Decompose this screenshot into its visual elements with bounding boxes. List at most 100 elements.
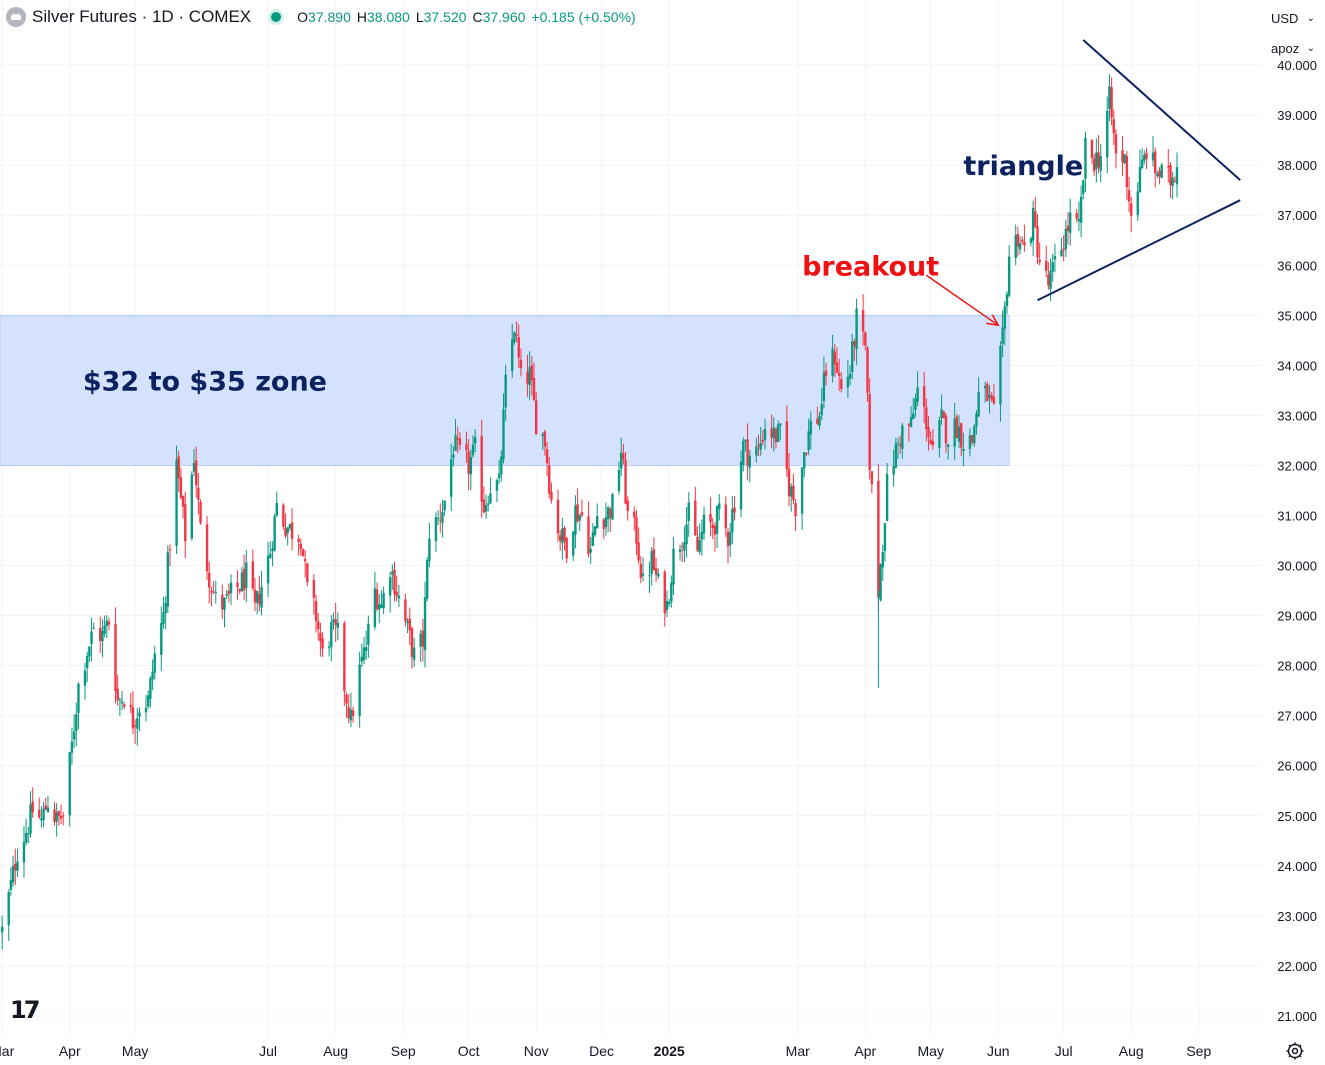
currency-dropdown[interactable]: USD ⌄ bbox=[1267, 6, 1319, 30]
candle-body bbox=[1160, 164, 1163, 178]
candle-body bbox=[885, 473, 889, 521]
candle-body bbox=[700, 531, 704, 540]
candlestick-series bbox=[0, 74, 1179, 950]
candle-body bbox=[301, 549, 305, 556]
candle-body bbox=[336, 622, 340, 628]
candle-body bbox=[153, 653, 156, 673]
candle-body bbox=[563, 527, 566, 542]
price-tick-label: 26.000 bbox=[1277, 759, 1317, 774]
candle-body bbox=[284, 528, 287, 537]
candle-body bbox=[1175, 167, 1179, 185]
candle-body bbox=[22, 841, 26, 863]
candle-body bbox=[162, 612, 165, 624]
candle-body bbox=[672, 548, 675, 585]
candle-body bbox=[611, 494, 614, 520]
candle-body bbox=[347, 707, 350, 719]
candle-body bbox=[596, 516, 599, 529]
time-axis[interactable]: Mar Apr May Jul Aug Sep Oct Nov Dec 2025 Mar Apr May… bbox=[0, 1043, 1211, 1059]
candle-body bbox=[321, 638, 324, 649]
candle-body bbox=[609, 508, 612, 518]
candle-body bbox=[901, 425, 904, 449]
candle-body bbox=[818, 416, 821, 426]
candle-body bbox=[792, 485, 795, 501]
candle-body bbox=[779, 423, 782, 426]
candle-body bbox=[29, 804, 32, 834]
candle-body bbox=[626, 500, 629, 511]
candle-body bbox=[133, 725, 137, 727]
candle-body bbox=[375, 589, 379, 610]
candle-body bbox=[983, 386, 987, 389]
candle-body bbox=[639, 564, 643, 578]
candle-body bbox=[759, 443, 762, 450]
breakout-arrow-head bbox=[986, 314, 1000, 327]
candle-body bbox=[1007, 256, 1011, 296]
price-tick-label: 35.000 bbox=[1277, 308, 1317, 323]
candle-body bbox=[946, 444, 950, 447]
candle-body bbox=[9, 880, 13, 890]
candle-body bbox=[114, 624, 117, 692]
candle-body bbox=[957, 426, 961, 442]
candle-body bbox=[500, 456, 503, 475]
candle-body bbox=[1167, 166, 1170, 168]
candle-body bbox=[665, 601, 669, 611]
unit-dropdown[interactable]: apoz ⌄ bbox=[1267, 36, 1319, 60]
candle-body bbox=[380, 604, 383, 608]
candle-body bbox=[358, 664, 361, 716]
tradingview-logo[interactable]: 17 bbox=[10, 996, 40, 1024]
candle-body bbox=[166, 552, 170, 607]
time-tick-label: Apr bbox=[854, 1043, 876, 1059]
candle-body bbox=[1036, 226, 1039, 258]
price-tick-label: 28.000 bbox=[1277, 659, 1317, 674]
candle-body bbox=[190, 474, 194, 539]
price-tick-label: 24.000 bbox=[1277, 859, 1317, 874]
price-tick-label: 32.000 bbox=[1277, 458, 1317, 473]
candle-body bbox=[591, 532, 595, 546]
high-value: 38.080 bbox=[367, 9, 410, 25]
time-tick-label: 2025 bbox=[654, 1043, 685, 1059]
candle-body bbox=[199, 501, 202, 524]
candle-body bbox=[210, 591, 213, 593]
candle-body bbox=[846, 376, 850, 388]
candle-body bbox=[702, 514, 706, 534]
candle-body bbox=[240, 572, 244, 592]
candle-body bbox=[57, 810, 61, 817]
price-tick-label: 21.000 bbox=[1277, 1009, 1317, 1024]
candle-body bbox=[868, 393, 871, 471]
ohlc-values: O37.890 H38.080 L37.520 C37.960 +0.185 (… bbox=[297, 9, 636, 25]
gear-icon[interactable] bbox=[1285, 1041, 1305, 1061]
symbol-title[interactable]: Silver Futures · 1D · COMEX bbox=[32, 7, 252, 26]
candle-body bbox=[118, 699, 122, 701]
candle-body bbox=[709, 514, 712, 523]
candle-body bbox=[572, 531, 575, 556]
candle-body bbox=[138, 712, 141, 717]
candle-body bbox=[436, 517, 440, 519]
candle-body bbox=[718, 503, 721, 510]
chart-header: Silver Futures · 1D · COMEX O37.890 H38.… bbox=[6, 6, 636, 28]
candle-body bbox=[916, 387, 919, 402]
price-tick-label: 38.000 bbox=[1277, 158, 1317, 173]
candle-body bbox=[426, 559, 429, 599]
candle-body bbox=[197, 487, 200, 500]
candle-body bbox=[473, 437, 477, 444]
candle-body bbox=[619, 452, 623, 469]
candle-body bbox=[787, 468, 791, 497]
candle-body bbox=[790, 486, 793, 497]
candle-body bbox=[194, 460, 198, 486]
candle-body bbox=[1108, 86, 1111, 109]
candle-body bbox=[1127, 190, 1131, 202]
breakout-label: breakout bbox=[802, 251, 939, 282]
price-tick-label: 22.000 bbox=[1277, 959, 1317, 974]
candle-body bbox=[526, 371, 529, 385]
candle-body bbox=[794, 503, 797, 517]
triangle-label: triangle bbox=[963, 151, 1083, 182]
candle-body bbox=[175, 459, 178, 546]
candle-body bbox=[208, 572, 211, 588]
candle-body bbox=[864, 332, 867, 346]
candle-body bbox=[805, 453, 808, 455]
candle-body bbox=[1123, 154, 1126, 164]
silver-symbol-icon bbox=[6, 7, 26, 27]
price-tick-label: 40.000 bbox=[1277, 58, 1317, 73]
price-axis[interactable]: 21.000 22.000 23.000 24.000 25.000 26.000 27.0… bbox=[1277, 58, 1317, 1024]
candle-body bbox=[650, 551, 653, 575]
